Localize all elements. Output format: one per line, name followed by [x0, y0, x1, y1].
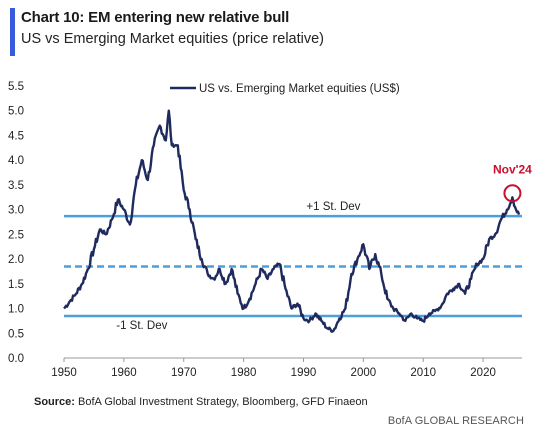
band-label-0: +1 St. Dev — [306, 201, 360, 213]
x-tick-label-1950: 1950 — [51, 367, 77, 379]
y-tick-label-1-0: 1.0 — [8, 304, 24, 316]
x-tick-label-2020: 2020 — [470, 367, 496, 379]
y-tick-label-1-5: 1.5 — [8, 279, 24, 291]
x-tick-label-1990: 1990 — [291, 367, 317, 379]
legend-label: US vs. Emerging Market equities (US$) — [199, 83, 400, 95]
chart-title: Chart 10: EM entering new relative bull — [21, 9, 290, 26]
source-label: Source: — [34, 396, 75, 408]
chart-annotation: Nov'24 — [493, 162, 532, 203]
y-tick-label-5-5: 5.5 — [8, 81, 24, 93]
y-tick-label-2-0: 2.0 — [8, 254, 24, 266]
y-tick-label-3-5: 3.5 — [8, 180, 24, 192]
chart-subtitle: US vs Emerging Market equities (price re… — [21, 31, 324, 47]
annotation-label: Nov'24 — [493, 162, 532, 176]
y-tick-label-0-5: 0.5 — [8, 328, 24, 340]
series-line-0 — [63, 109, 521, 333]
band-label-2: -1 St. Dev — [116, 320, 167, 332]
y-tick-label-0-0: 0.0 — [8, 353, 24, 365]
source-note: Source: BofA Global Investment Strategy,… — [34, 396, 368, 408]
source-text: BofA Global Investment Strategy, Bloombe… — [78, 396, 368, 408]
y-tick-label-3-0: 3.0 — [8, 205, 24, 217]
x-tick-label-1970: 1970 — [171, 367, 197, 379]
y-tick-label-5-0: 5.0 — [8, 106, 24, 118]
y-tick-label-2-5: 2.5 — [8, 229, 24, 241]
chart-axes: 1950 1960 1970 1980 1990 2000 2010 2020 0.0 0.5 1.… — [8, 81, 522, 379]
brand-footer: BofA GLOBAL RESEARCH — [387, 415, 524, 427]
x-tick-label-1960: 1960 — [111, 367, 137, 379]
title-accent-bar — [10, 8, 15, 56]
x-tick-label-2000: 2000 — [351, 367, 377, 379]
y-tick-label-4-0: 4.0 — [8, 155, 24, 167]
std-dev-bands: +1 St. Dev -1 St. Dev — [64, 201, 522, 332]
annotation-circle — [503, 184, 522, 203]
x-tick-label-2010: 2010 — [410, 367, 436, 379]
series-group — [63, 109, 521, 333]
y-tick-label-4-5: 4.5 — [8, 130, 24, 142]
x-tick-label-1980: 1980 — [231, 367, 257, 379]
chart-legend: US vs. Emerging Market equities (US$) — [170, 83, 400, 95]
